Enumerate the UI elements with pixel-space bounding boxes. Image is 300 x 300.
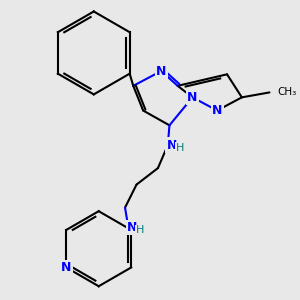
Text: N: N xyxy=(61,261,71,274)
Text: N: N xyxy=(127,221,137,234)
Text: N: N xyxy=(167,139,177,152)
Text: N: N xyxy=(212,104,222,117)
Text: N: N xyxy=(187,91,198,104)
Text: CH₃: CH₃ xyxy=(278,87,297,98)
Text: H: H xyxy=(136,225,144,235)
Text: H: H xyxy=(176,143,184,153)
Text: N: N xyxy=(156,64,166,77)
